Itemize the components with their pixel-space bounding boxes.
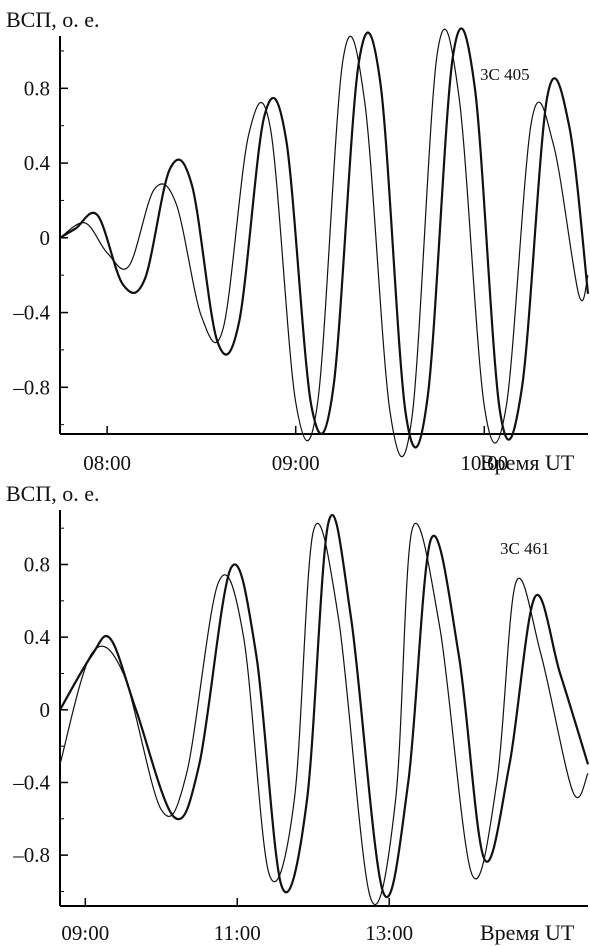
x-tick-label: 10:00 (460, 451, 508, 475)
x-tick-label: 09:00 (61, 921, 109, 945)
series-line-2 (60, 515, 588, 897)
y-tick-label: –0.4 (12, 301, 50, 325)
series-line-1 (60, 523, 588, 904)
y-tick-label: –0.8 (12, 843, 50, 867)
chart-panel-2: ВСП, о. е. 3C 461 Время UT 0.8 0.4 0 –0.4 –0… (6, 481, 588, 945)
y-tick-label: 0.4 (24, 625, 51, 649)
x-tick-label: 11:00 (214, 921, 261, 945)
chart-annotation: 3C 405 (480, 65, 530, 84)
y-tick-label: 0.8 (24, 76, 50, 100)
y-tick-label: –0.4 (12, 770, 50, 794)
y-tick-label: 0.8 (24, 552, 50, 576)
chart-panel-1: ВСП, о. е. 3C 405 Время UT 0.80.40–0.4–0… (6, 7, 588, 475)
series-line-1 (60, 29, 588, 456)
y-axis-label: ВСП, о. е. (6, 7, 100, 32)
x-tick-label: 08:00 (83, 451, 131, 475)
y-axis-label: ВСП, о. е. (6, 481, 100, 506)
y-tick-label: –0.8 (12, 375, 50, 399)
x-tick-label: 13:00 (365, 921, 413, 945)
y-tick-label: 0 (40, 698, 51, 722)
x-axis-label: Время UT (480, 920, 575, 945)
chart-annotation: 3C 461 (500, 539, 550, 558)
y-tick-label: 0 (40, 226, 51, 250)
x-tick-label: 09:00 (272, 451, 320, 475)
y-tick-label: 0.4 (24, 151, 51, 175)
